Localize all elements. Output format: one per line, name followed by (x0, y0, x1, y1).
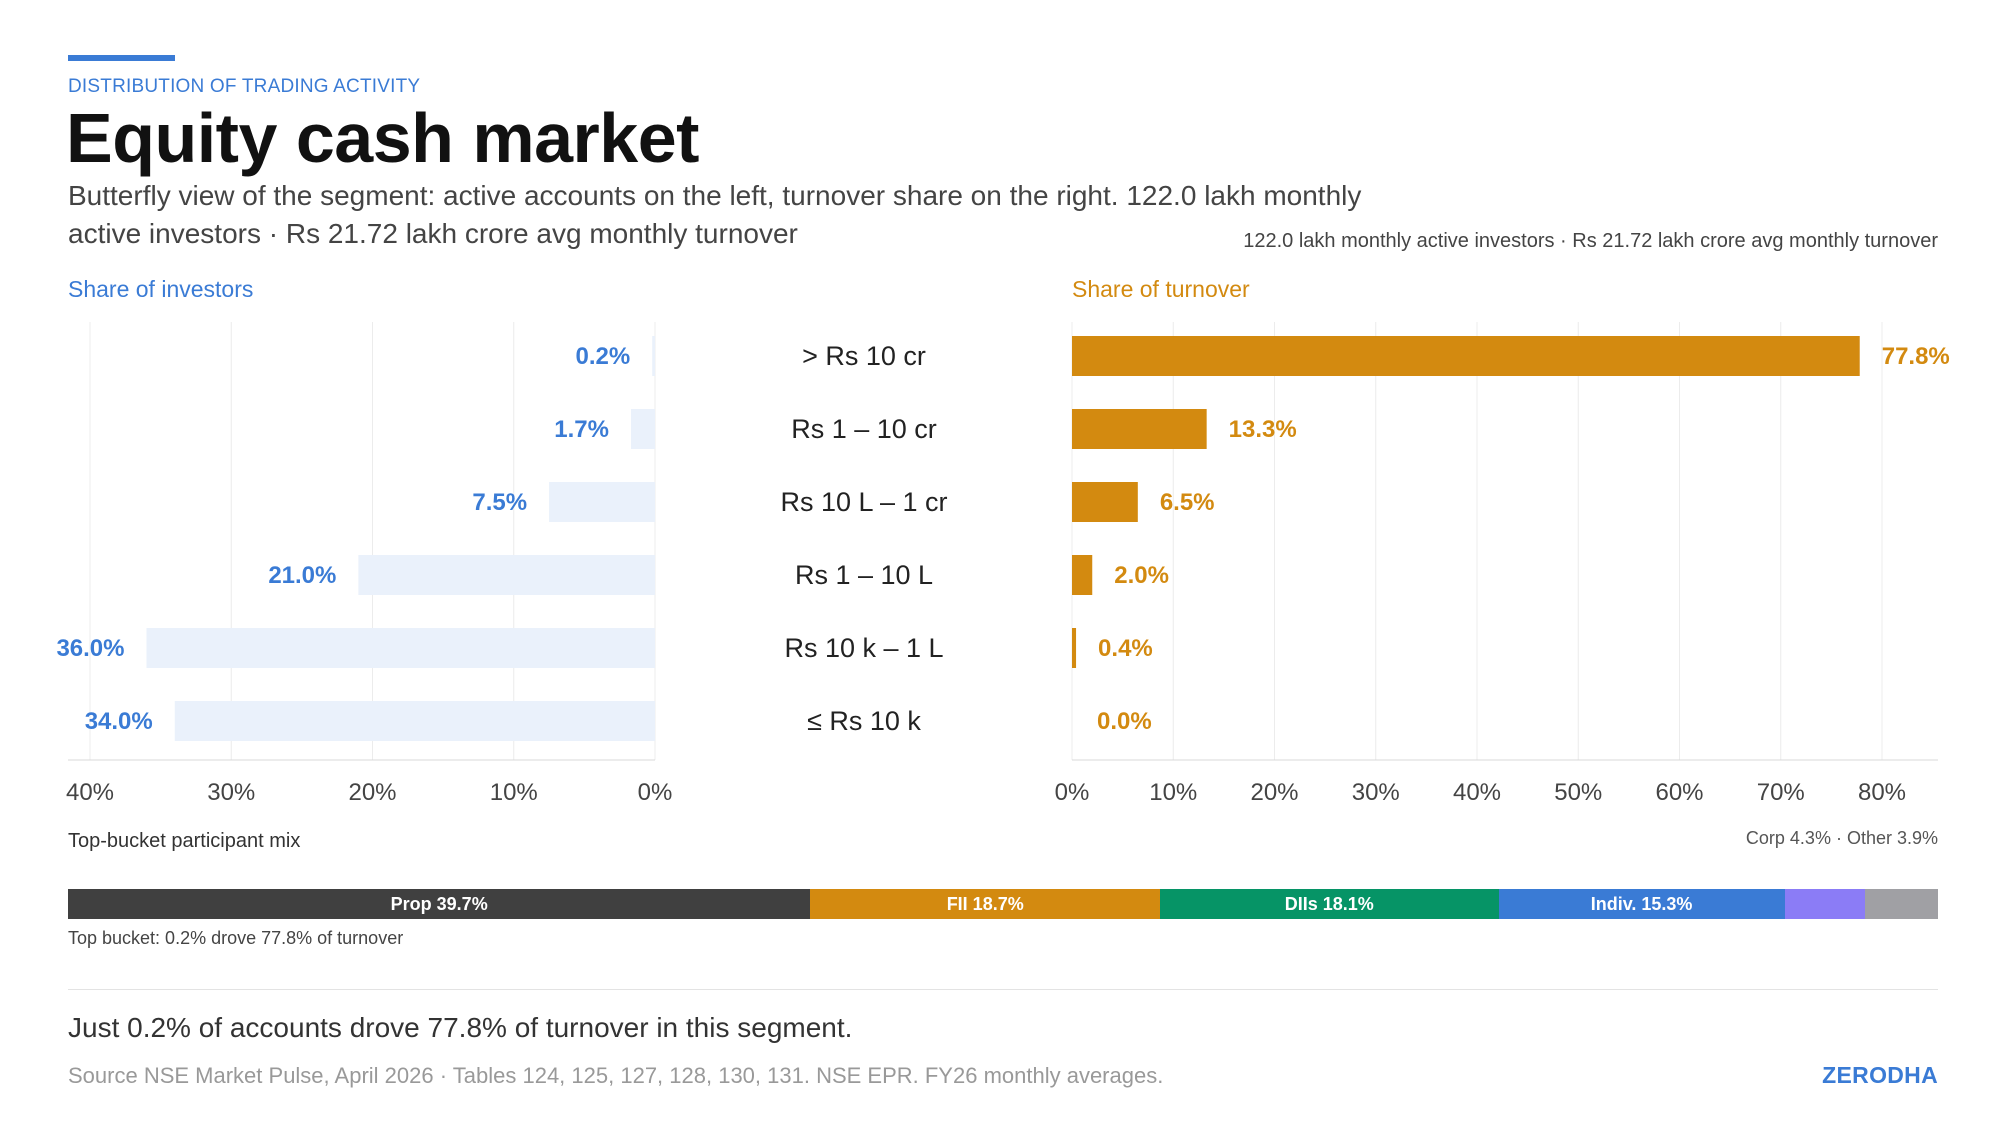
mix-segment-fii: FII 18.7% (810, 889, 1161, 919)
tick-label-turnover: 70% (1757, 779, 1805, 806)
investor-bar (549, 482, 655, 522)
mix-segment-corp (1784, 889, 1866, 919)
category-label: Rs 1 – 10 L (795, 560, 933, 590)
turnover-panel-label: Share of turnover (1072, 276, 1250, 302)
investor-bar (652, 336, 655, 376)
tick-label-turnover: 10% (1149, 779, 1197, 806)
kicker: DISTRIBUTION OF TRADING ACTIVITY (68, 76, 421, 97)
brand-logo: ZERODHA (1822, 1062, 1938, 1088)
accent-rule (68, 55, 175, 61)
divider (68, 989, 1938, 990)
investor-bar (358, 555, 655, 595)
tick-label-turnover: 60% (1655, 779, 1703, 806)
investor-value-label: 21.0% (268, 562, 336, 589)
tick-label-investors: 30% (207, 779, 255, 806)
participant-mix-label: Top-bucket participant mix (68, 830, 301, 852)
source-note: Source NSE Market Pulse, April 2026 · Ta… (68, 1063, 1164, 1088)
investor-bar (630, 409, 655, 449)
turnover-bar (1072, 628, 1077, 668)
mix-segment-other (1865, 889, 1938, 919)
category-label: > Rs 10 cr (802, 341, 926, 371)
category-label: Rs 1 – 10 cr (791, 414, 937, 444)
subtitle: Butterfly view of the segment: active ac… (68, 180, 1362, 249)
investor-value-label: 36.0% (56, 635, 124, 662)
takeaway: Just 0.2% of accounts drove 77.8% of tur… (68, 1012, 853, 1043)
tick-label-turnover: 30% (1352, 779, 1400, 806)
tick-label-investors: 20% (348, 779, 396, 806)
turnover-bar (1072, 482, 1138, 522)
tick-label-turnover: 40% (1453, 779, 1501, 806)
turnover-value-label: 6.5% (1160, 489, 1215, 516)
investor-value-label: 0.2% (575, 343, 630, 370)
investor-value-label: 1.7% (554, 416, 609, 443)
tick-label-investors: 0% (638, 779, 673, 806)
mix-segment-indiv: Indiv. 15.3% (1498, 889, 1785, 919)
turnover-value-label: 0.0% (1097, 708, 1152, 735)
investor-value-label: 7.5% (472, 489, 527, 516)
tick-label-investors: 40% (66, 779, 114, 806)
turnover-bar (1072, 336, 1860, 376)
investor-value-label: 34.0% (85, 708, 153, 735)
page-title: Equity cash market (66, 99, 699, 177)
right-note: 122.0 lakh monthly active investors · Rs… (1243, 230, 1938, 252)
tick-label-turnover: 80% (1858, 779, 1906, 806)
tick-label-investors: 10% (490, 779, 538, 806)
tick-label-turnover: 20% (1250, 779, 1298, 806)
butterfly-chart: 40% 30% 20% 10% 0% 0% 10% 20% 30% 40% 50% 60% 70% 80%… (56, 322, 1950, 806)
participant-mix-bar: Prop 39.7% FII 18.7% DIIs 18.1% Indiv. 15.3… (68, 889, 1938, 919)
category-label: ≤ Rs 10 k (807, 706, 921, 736)
turnover-value-label: 13.3% (1229, 416, 1297, 443)
mix-segment-prop: Prop 39.7% (68, 889, 811, 919)
category-label: Rs 10 L – 1 cr (780, 487, 947, 517)
turnover-value-label: 2.0% (1114, 562, 1169, 589)
tick-label-turnover: 0% (1055, 779, 1090, 806)
turnover-bar (1072, 409, 1207, 449)
top-bucket-note: Top bucket: 0.2% drove 77.8% of turnover (68, 928, 404, 948)
category-label: Rs 10 k – 1 L (784, 633, 943, 663)
investor-bar (174, 701, 655, 741)
tick-label-turnover: 50% (1554, 779, 1602, 806)
participant-mix-note: Corp 4.3% · Other 3.9% (1745, 828, 1938, 848)
mix-segment-diis: DIIs 18.1% (1160, 889, 1499, 919)
turnover-bar (1072, 555, 1093, 595)
turnover-value-label: 77.8% (1882, 343, 1950, 370)
turnover-value-label: 0.4% (1098, 635, 1153, 662)
investor-bar (146, 628, 655, 668)
investors-panel-label: Share of investors (68, 276, 254, 302)
